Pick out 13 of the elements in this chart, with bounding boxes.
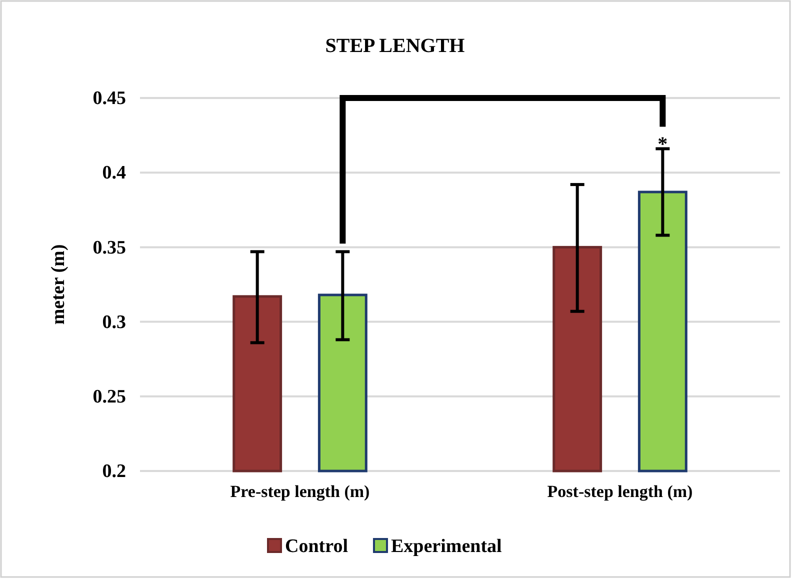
y-tick-label: 0.35 [92,237,126,258]
y-axis-title: meter (m) [48,244,69,325]
x-tick-label: Post-step length (m) [547,482,693,502]
legend-label: Experimental [390,536,502,557]
x-tick-label: Pre-step length (m) [230,482,370,502]
y-tick-label: 0.25 [92,386,126,408]
y-tick-label: 0.45 [92,88,126,110]
legend-label: Control [285,536,348,557]
y-tick-label: 0.3 [102,312,126,333]
y-tick-label: 0.2 [102,461,126,482]
chart-title: STEP LENGTH [325,35,466,57]
y-tick-label: 0.4 [102,162,126,184]
annotation: * [658,134,668,156]
